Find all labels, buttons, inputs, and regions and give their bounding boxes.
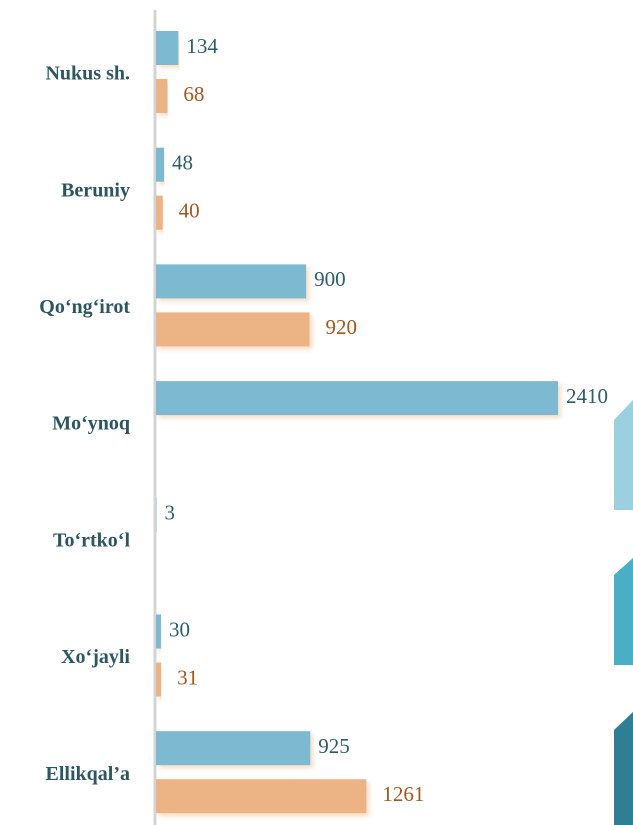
bar <box>156 264 307 299</box>
value-label: 900 <box>314 267 346 291</box>
value-label: 31 <box>177 665 198 689</box>
value-label: 920 <box>325 315 357 339</box>
value-label: 68 <box>183 82 204 106</box>
category-label: Nukus sh. <box>45 63 130 85</box>
value-label: 40 <box>179 199 200 223</box>
value-label: 3 <box>165 501 176 525</box>
decoration <box>614 712 633 825</box>
bar <box>156 195 163 230</box>
category-label: Qo‘ng‘irot <box>39 296 130 318</box>
bar <box>156 312 310 347</box>
category-label: To‘rtko‘l <box>53 529 130 551</box>
category-label: Mo‘ynoq <box>52 413 130 435</box>
value-label: 134 <box>186 34 218 58</box>
bar <box>156 731 311 766</box>
value-label: 30 <box>169 617 190 641</box>
bar <box>156 79 168 113</box>
bar <box>156 31 179 65</box>
bar <box>156 779 367 814</box>
decoration <box>614 558 633 665</box>
value-label: 48 <box>172 151 193 175</box>
bar <box>156 662 162 697</box>
category-label: Xo‘jayli <box>61 646 130 668</box>
bar <box>156 381 558 416</box>
value-label: 1261 <box>382 782 424 806</box>
decoration <box>614 400 633 510</box>
bar <box>156 614 162 649</box>
category-label: Beruniy <box>61 179 130 201</box>
value-label: 925 <box>318 734 350 758</box>
value-label: 2410 <box>566 384 608 408</box>
bar <box>156 147 165 182</box>
bar <box>156 497 157 532</box>
category-label: Ellikqal’a <box>46 763 130 785</box>
